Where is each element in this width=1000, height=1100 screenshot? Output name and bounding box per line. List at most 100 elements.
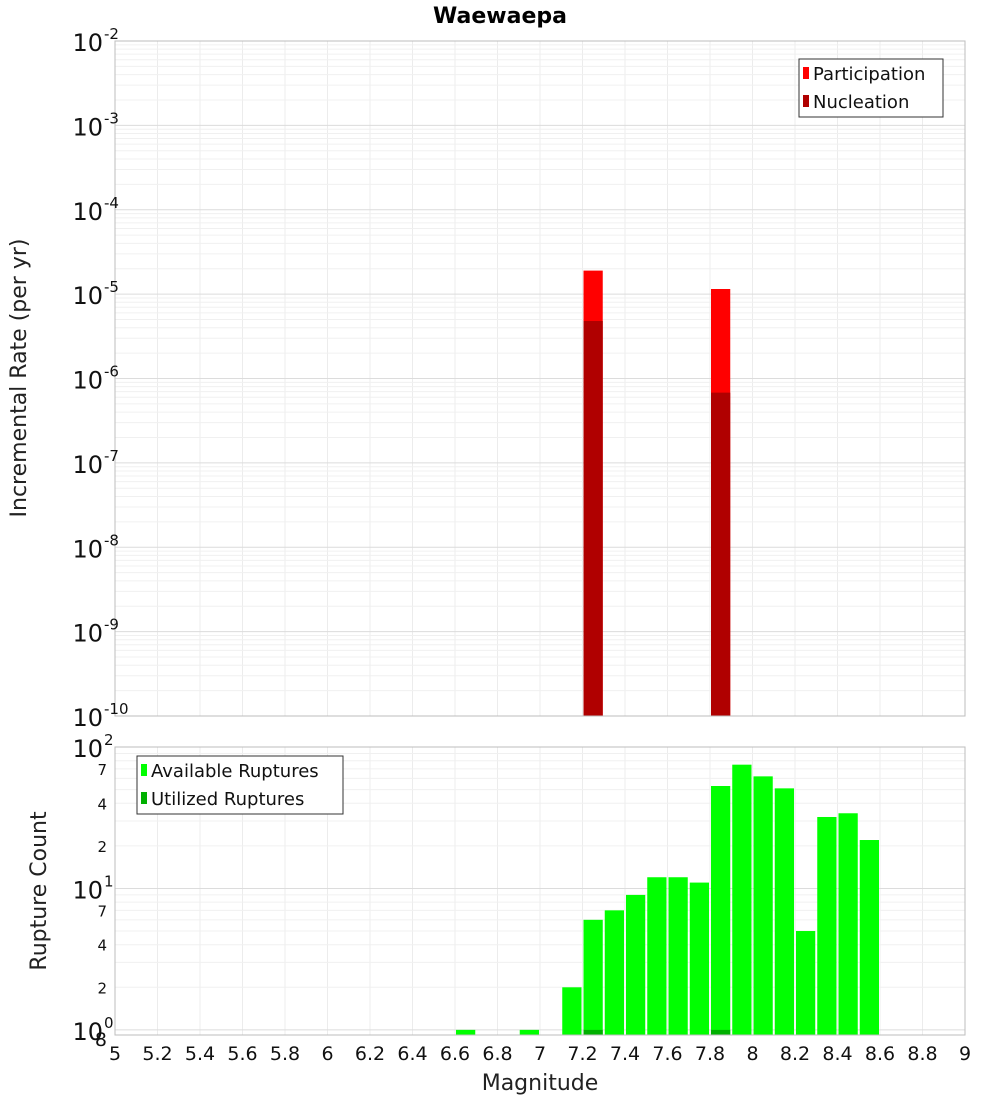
rate-y-tick-base: 10 [72,451,103,479]
count-y-tick-base: 10 [72,876,103,904]
x-tick-labels: 5 5.2 5.4 5.6 5.8 6 6.2 6.4 6.6 6.8 7 7.2 7.4 7.6 7.8 8… [109,1043,971,1065]
x-tick-label: 5.2 [142,1043,172,1065]
x-tick-label: 7.8 [695,1043,725,1065]
rate-legend-box [798,58,944,118]
x-tick-label: 5 [109,1043,121,1065]
rate-y-tick-base: 10 [72,113,103,141]
available-legend-swatch [141,764,147,776]
nucleation-bar [583,321,603,716]
count-y-minor-tick-label: 7 [97,902,107,920]
available-ruptures-bar [604,910,624,1035]
x-tick-label: 8.8 [907,1043,937,1065]
x-tick-label: 6 [321,1043,333,1065]
available-legend-label: Available Ruptures [151,761,319,782]
available-ruptures-bar [838,813,858,1035]
rate-bars [583,270,731,716]
count-y-axis-title: Rupture Count [27,811,52,971]
rate-y-tick-exponent: -9 [104,616,119,634]
x-tick-label: 5.8 [270,1043,300,1065]
rate-y-tick-exponent: -8 [104,531,119,549]
count-y-tick-base: 10 [72,1018,103,1046]
available-ruptures-bar [711,785,731,1035]
chart-title: Waewaepa [433,4,567,29]
utilized-ruptures-bar [583,1029,603,1035]
utilized-legend-swatch [141,792,147,804]
count-y-tick-exponent: 1 [104,872,114,890]
x-tick-label: 8 [746,1043,758,1065]
available-ruptures-bar [796,931,816,1035]
x-tick-label: 6.4 [397,1043,427,1065]
x-tick-label: 9 [959,1043,971,1065]
nucleation-legend-swatch [803,95,809,107]
count-y-tick-exponent: 0 [104,1014,114,1032]
rate-y-axis-title: Incremental Rate (per yr) [7,239,32,518]
utilized-legend-label: Utilized Ruptures [151,789,304,810]
available-ruptures-bar [774,788,794,1035]
rate-y-tick-exponent: -7 [104,447,119,465]
count-plot-border [114,746,966,1036]
rate-y-tick-base: 10 [72,29,103,57]
x-tick-label: 5.4 [185,1043,215,1065]
rate-gridlines [115,41,966,716]
rate-plot-border [114,40,966,717]
available-ruptures-bar [817,816,837,1035]
x-tick-label: 7.6 [652,1043,682,1065]
x-tick-label: 8.4 [822,1043,852,1065]
available-ruptures-bar [668,877,688,1035]
count-y-minor-tick-label: 2 [97,838,107,856]
available-ruptures-bar [732,764,752,1035]
x-tick-label: 6.6 [440,1043,470,1065]
available-ruptures-bar [647,877,667,1035]
available-ruptures-bar [689,882,709,1035]
count-y-minor-tick-label: 8 [95,1029,107,1051]
rate-y-tick-base: 10 [72,620,103,648]
x-tick-label: 5.6 [227,1043,257,1065]
participation-legend-label: Participation [813,64,925,85]
count-bars [456,764,879,1035]
rate-y-tick-exponent: -4 [104,194,119,212]
x-tick-label: 7.4 [610,1043,640,1065]
available-ruptures-bar [519,1029,539,1035]
count-y-tick-exponent: 2 [104,731,114,749]
participation-legend-swatch [803,67,809,79]
utilized-ruptures-bar [711,1029,731,1035]
count-y-minor-tick-label: 4 [97,937,107,955]
rate-legend: Participation Nucleation [798,58,944,118]
rate-y-tick-exponent: -5 [104,278,119,296]
x-tick-label: 6.8 [482,1043,512,1065]
rate-y-tick-base: 10 [72,367,103,395]
x-tick-label: 8.6 [865,1043,895,1065]
rate-y-tick-base: 10 [72,282,103,310]
rate-y-tick-base: 10 [72,704,103,732]
rate-y-tick-exponent: -10 [104,700,129,718]
available-ruptures-bar [859,840,879,1035]
available-ruptures-bar [456,1029,476,1035]
x-axis-title: Magnitude [482,1071,599,1096]
x-tick-label: 8.2 [780,1043,810,1065]
rate-y-tick-exponent: -2 [104,25,119,43]
x-tick-label: 7.2 [567,1043,597,1065]
available-ruptures-bar [626,894,646,1035]
available-ruptures-bar [753,776,773,1035]
nucleation-bar [711,392,731,716]
rate-y-tick-base: 10 [72,198,103,226]
count-y-tick-base: 10 [72,735,103,763]
nucleation-legend-label: Nucleation [813,92,909,113]
rate-y-tick-exponent: -6 [104,363,119,381]
count-y-minor-tick-label: 4 [97,795,107,813]
count-legend: Available Ruptures Utilized Ruptures [136,755,344,815]
rate-y-tick-base: 10 [72,535,103,563]
rate-y-tick-exponent: -3 [104,109,119,127]
count-y-minor-tick-label: 2 [97,979,107,997]
available-ruptures-bar [583,919,603,1035]
available-ruptures-bar [562,987,582,1035]
count-y-minor-tick-label: 7 [97,761,107,779]
x-tick-label: 7 [534,1043,546,1065]
x-tick-label: 6.2 [355,1043,385,1065]
count-legend-box [136,755,344,815]
